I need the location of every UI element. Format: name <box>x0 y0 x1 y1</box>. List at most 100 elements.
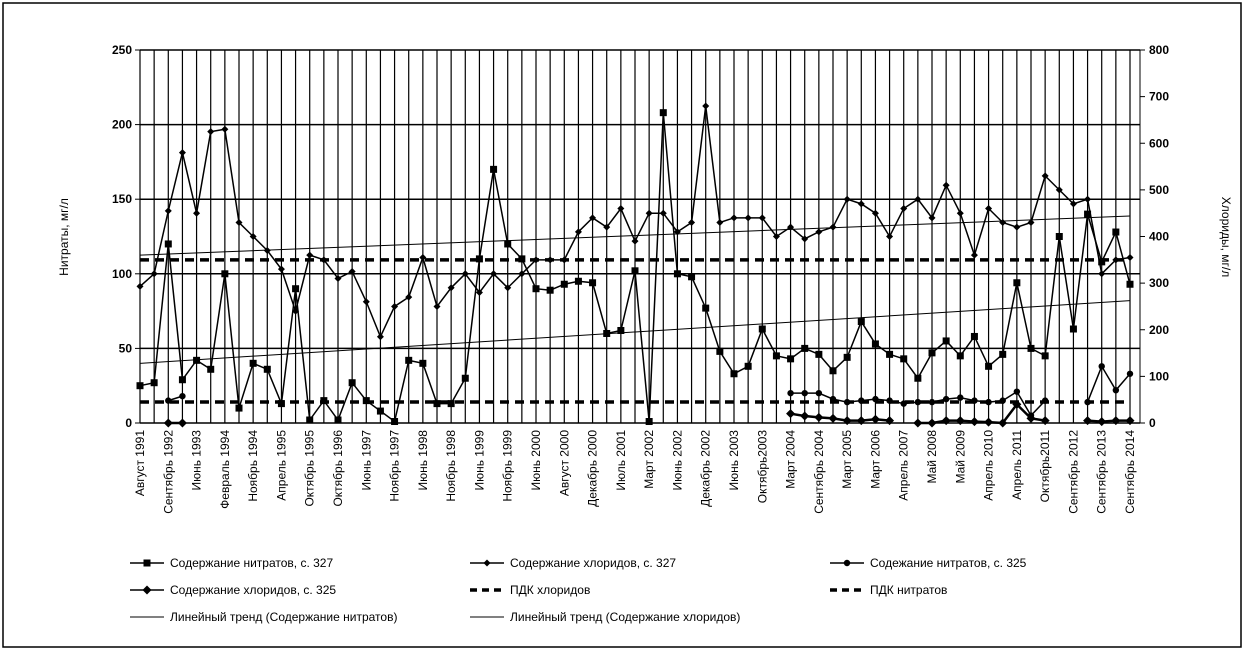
marker <box>843 195 851 203</box>
y-tick-label: 150 <box>112 192 132 206</box>
marker <box>1112 386 1120 394</box>
marker <box>179 392 186 400</box>
marker <box>1026 413 1036 423</box>
marker <box>928 214 936 222</box>
y2-tick-label: 500 <box>1149 183 1169 197</box>
y-tick-label: 250 <box>112 43 132 57</box>
marker <box>376 407 384 415</box>
x-tick-label: Апрель 2007 <box>897 430 911 501</box>
marker <box>1098 258 1106 266</box>
y-tick-label: 200 <box>112 118 132 132</box>
x-tick-label: Май 2009 <box>953 430 967 484</box>
marker <box>900 400 907 407</box>
series <box>136 102 1134 341</box>
marker <box>913 418 923 428</box>
legend-marker <box>142 585 152 595</box>
marker <box>163 418 173 428</box>
marker <box>461 374 469 382</box>
marker <box>886 350 894 358</box>
marker <box>1083 416 1093 426</box>
marker <box>447 400 455 408</box>
marker <box>391 418 399 426</box>
marker <box>716 219 724 227</box>
marker <box>164 240 172 248</box>
x-tick-label: Декабрь 2000 <box>586 430 600 507</box>
marker <box>801 344 809 352</box>
marker <box>1041 172 1049 180</box>
marker <box>391 302 399 310</box>
y2-tick-label: 0 <box>1149 416 1156 430</box>
marker <box>829 223 837 231</box>
marker <box>334 274 342 282</box>
marker <box>1055 233 1063 240</box>
marker <box>673 270 681 278</box>
x-tick-label: Март 2005 <box>840 430 854 489</box>
marker <box>928 349 936 357</box>
marker <box>532 256 540 264</box>
marker <box>574 228 582 236</box>
x-tick-label: Июнь 1999 <box>472 430 486 491</box>
marker <box>928 398 936 406</box>
marker <box>814 412 824 422</box>
marker <box>221 270 229 278</box>
marker <box>999 219 1007 227</box>
legend-label: Линейный тренд (Содержание хлоридов) <box>510 610 740 624</box>
marker <box>546 256 554 264</box>
marker <box>419 253 427 261</box>
marker <box>1098 363 1105 370</box>
marker <box>518 270 526 278</box>
marker <box>263 246 271 254</box>
marker <box>631 237 639 245</box>
marker <box>927 418 937 428</box>
marker <box>1126 253 1134 261</box>
marker <box>829 395 837 403</box>
series-line <box>917 402 1046 425</box>
legend-label: Содержание хлоридов, с. 327 <box>510 556 676 570</box>
marker <box>306 416 314 424</box>
marker <box>843 398 851 406</box>
legend-label: Содежание нитратов, с. 325 <box>870 556 1027 570</box>
trend-line <box>139 300 1131 364</box>
marker <box>164 207 172 215</box>
x-tick-label: Июнь 2003 <box>727 430 741 491</box>
marker <box>772 352 780 360</box>
marker <box>1013 388 1021 395</box>
marker <box>702 304 710 312</box>
trend-line <box>139 215 1131 256</box>
marker <box>1012 399 1022 409</box>
marker <box>475 288 483 296</box>
marker <box>886 397 893 404</box>
marker <box>772 233 780 240</box>
marker <box>1111 416 1121 426</box>
marker <box>617 205 625 213</box>
legend-marker <box>483 559 491 567</box>
marker <box>956 352 964 360</box>
marker <box>1126 370 1134 377</box>
marker <box>504 240 512 248</box>
legend-marker <box>843 559 851 567</box>
marker <box>178 149 186 157</box>
y-tick-label: 100 <box>112 267 132 281</box>
x-tick-label: Март 2004 <box>784 430 798 489</box>
legend-label: ПДК хлоридов <box>510 583 590 597</box>
marker <box>801 389 808 397</box>
marker <box>970 251 978 259</box>
marker <box>914 374 922 382</box>
marker <box>886 233 894 240</box>
marker <box>787 389 794 397</box>
series <box>165 363 1134 419</box>
marker <box>1098 270 1106 278</box>
marker <box>842 416 852 426</box>
marker <box>1125 416 1135 426</box>
marker <box>490 270 498 278</box>
marker <box>956 209 964 217</box>
marker <box>1013 279 1021 287</box>
x-tick-label: Август 1991 <box>133 430 147 496</box>
x-tick-label: Ноябрь 1999 <box>501 430 515 502</box>
x-tick-label: Апрель 2010 <box>982 430 996 501</box>
marker <box>702 102 710 110</box>
marker <box>856 416 866 426</box>
marker <box>999 350 1007 358</box>
marker <box>362 397 370 405</box>
